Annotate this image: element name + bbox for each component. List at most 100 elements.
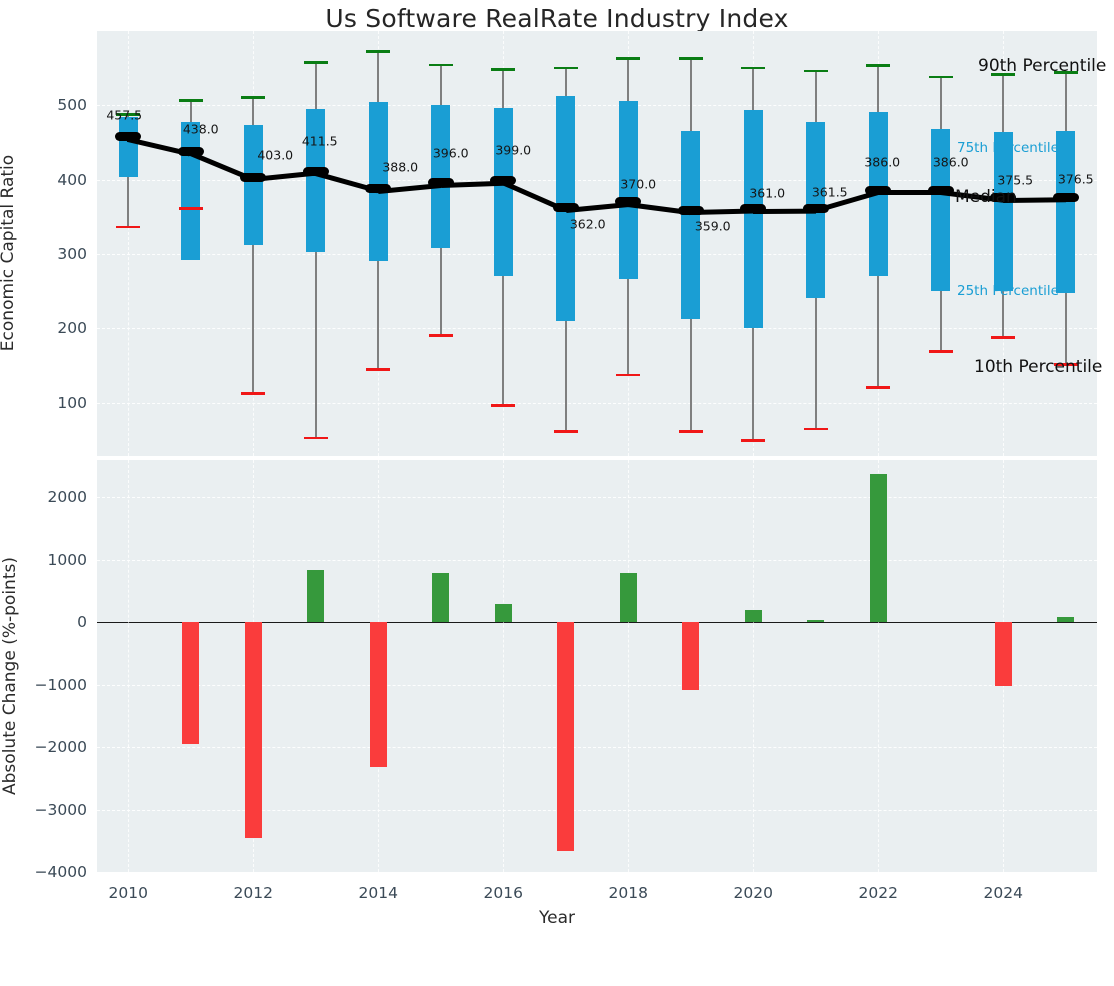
gridline-top-100 (97, 402, 1097, 404)
median-marker-2022 (865, 185, 892, 195)
change-bar-2020 (744, 610, 762, 623)
median-value-label: 438.0 (182, 121, 219, 137)
cap-p90-2011 (178, 99, 203, 102)
median-value-label: 376.5 (1057, 171, 1094, 187)
box-2024 (993, 132, 1013, 292)
median-marker-2021 (802, 203, 829, 213)
gridline-top-200 (97, 328, 1097, 330)
chart-root: Us Software RealRate Industry Index Econ… (0, 4, 1106, 928)
cap-p10-2017 (553, 429, 578, 433)
cap-p10-2020 (741, 438, 766, 442)
cap-p10-2018 (616, 373, 641, 377)
cap-p90-2021 (803, 69, 828, 73)
top-panel-boxplot (97, 31, 1097, 456)
bottom-panel-barchart (97, 460, 1097, 872)
cap-p10-2024 (991, 336, 1016, 339)
gridline-top-400 (97, 179, 1097, 181)
cap-p10-2016 (491, 403, 516, 407)
median-value-label: 370.0 (620, 176, 657, 192)
median-marker-2012 (240, 172, 267, 182)
annotation-75th-percentile: 75th Percentile (957, 140, 1059, 156)
change-bar-2015 (432, 572, 450, 623)
change-bar-2011 (182, 622, 200, 745)
median-marker-2015 (427, 178, 454, 188)
cap-p90-2012 (241, 96, 266, 99)
bottom-y-tick--4000: −4000 (34, 863, 87, 881)
change-bar-2017 (557, 622, 575, 851)
vgrid-bottom-2020 (753, 460, 755, 872)
gridline-bottom-1000 (97, 559, 1097, 561)
box-2023 (931, 129, 951, 292)
gridline-top-300 (97, 253, 1097, 255)
cap-p90-2013 (303, 61, 328, 65)
median-line-segment (878, 190, 941, 195)
vgrid-bottom-2016 (503, 460, 505, 872)
change-bar-2013 (307, 569, 325, 623)
change-bar-2022 (869, 474, 887, 623)
vgrid-bottom-2018 (628, 460, 630, 872)
x-tick-2022: 2022 (858, 884, 898, 902)
top-y-tick-100: 100 (57, 393, 87, 412)
cap-p90-2020 (741, 66, 766, 70)
cap-p90-2025 (1053, 71, 1078, 74)
median-marker-2016 (490, 175, 517, 185)
median-value-label: 362.0 (569, 216, 606, 232)
box-2019 (681, 131, 701, 320)
x-tick-2020: 2020 (733, 884, 773, 902)
annotation-25th-percentile: 25th Percentile (957, 283, 1059, 299)
cap-p90-2019 (678, 57, 703, 60)
top-y-tick-500: 500 (57, 96, 87, 115)
median-value-label: 388.0 (382, 159, 419, 175)
box-2014 (368, 102, 388, 262)
change-bar-2025 (1057, 616, 1075, 623)
bottom-y-tick--3000: −3000 (34, 800, 87, 819)
change-bar-2018 (619, 572, 637, 623)
x-tick-2012: 2012 (233, 884, 273, 902)
median-marker-2020 (740, 204, 767, 214)
median-value-label: 411.5 (301, 133, 338, 149)
x-tick-2018: 2018 (608, 884, 648, 902)
median-value-label: 359.0 (694, 218, 731, 234)
change-bar-2016 (494, 603, 512, 623)
x-tick-2016: 2016 (483, 884, 523, 902)
median-marker-2017 (552, 203, 579, 213)
median-marker-2018 (615, 197, 642, 207)
cap-p10-2019 (678, 429, 703, 433)
cap-p90-2017 (553, 66, 578, 70)
gridline-bottom--2000 (97, 747, 1097, 749)
x-tick-2014: 2014 (358, 884, 398, 902)
vgrid-top-2010 (128, 31, 130, 456)
cap-p10-2023 (928, 350, 953, 354)
box-2010 (118, 117, 138, 177)
box-2020 (743, 109, 763, 329)
cap-p10-2015 (428, 334, 453, 337)
top-y-tick-400: 400 (57, 170, 87, 189)
cap-p90-2018 (616, 57, 641, 60)
cap-p10-2012 (241, 392, 266, 395)
cap-p10-2010 (116, 225, 141, 229)
median-value-label: 399.0 (495, 142, 532, 158)
bottom-y-tick-1000: 1000 (47, 550, 87, 569)
median-marker-2010 (115, 132, 142, 142)
cap-p10-2013 (303, 436, 328, 440)
page-title: Us Software RealRate Industry Index (325, 4, 789, 33)
box-2013 (306, 109, 326, 252)
median-marker-2024 (990, 193, 1017, 203)
median-marker-2011 (177, 146, 204, 156)
bottom-zero-axis (97, 622, 1097, 624)
change-bar-2019 (682, 622, 700, 690)
cap-p90-2015 (428, 63, 453, 67)
median-marker-2025 (1052, 192, 1079, 202)
top-y-tick-300: 300 (57, 244, 87, 263)
box-2015 (431, 105, 451, 248)
x-axis-label: Year (539, 908, 575, 928)
change-bar-2024 (994, 622, 1012, 686)
box-2012 (243, 125, 263, 245)
cap-p10-2014 (366, 368, 391, 371)
gridline-bottom-2000 (97, 497, 1097, 499)
median-value-label: 403.0 (257, 147, 294, 163)
median-value-label: 386.0 (864, 154, 901, 170)
vgrid-bottom-2010 (128, 460, 130, 872)
cap-p90-2010 (116, 113, 141, 117)
box-2018 (618, 100, 638, 280)
